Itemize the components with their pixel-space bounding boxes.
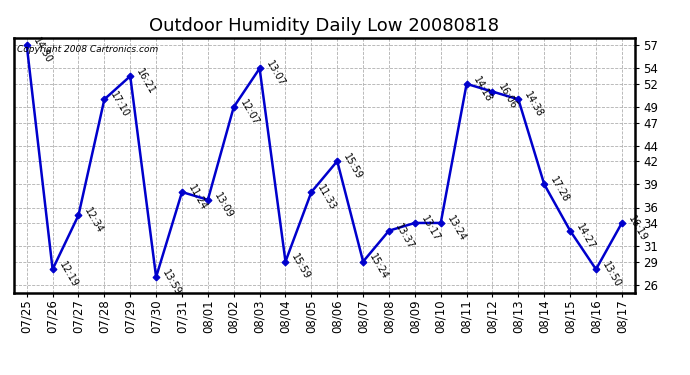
Text: 15:59: 15:59	[290, 252, 313, 282]
Text: 12:07: 12:07	[238, 98, 261, 127]
Text: 13:37: 13:37	[393, 222, 416, 251]
Text: 12:34: 12:34	[83, 206, 106, 235]
Text: 13:50: 13:50	[600, 260, 623, 289]
Text: 12:19: 12:19	[57, 260, 79, 289]
Text: 14:27: 14:27	[574, 222, 597, 251]
Text: 14:50: 14:50	[31, 36, 54, 65]
Text: 17:28: 17:28	[549, 175, 571, 204]
Text: Copyright 2008 Cartronics.com: Copyright 2008 Cartronics.com	[17, 45, 158, 54]
Text: 15:24: 15:24	[367, 252, 390, 282]
Text: 13:24: 13:24	[445, 214, 468, 243]
Text: 16:21: 16:21	[135, 67, 157, 96]
Text: 16:06: 16:06	[497, 82, 519, 111]
Text: 14:18: 14:18	[471, 75, 493, 104]
Text: 13:59: 13:59	[160, 268, 183, 297]
Text: 17:10: 17:10	[108, 90, 131, 119]
Text: 13:17: 13:17	[419, 214, 442, 243]
Text: 11:24: 11:24	[186, 183, 209, 212]
Text: 13:09: 13:09	[212, 190, 235, 220]
Text: 14:38: 14:38	[522, 90, 545, 119]
Text: 11:33: 11:33	[315, 183, 338, 212]
Title: Outdoor Humidity Daily Low 20080818: Outdoor Humidity Daily Low 20080818	[149, 16, 500, 34]
Text: 16:19: 16:19	[626, 214, 649, 243]
Text: 13:07: 13:07	[264, 59, 286, 88]
Text: 15:59: 15:59	[342, 152, 364, 181]
